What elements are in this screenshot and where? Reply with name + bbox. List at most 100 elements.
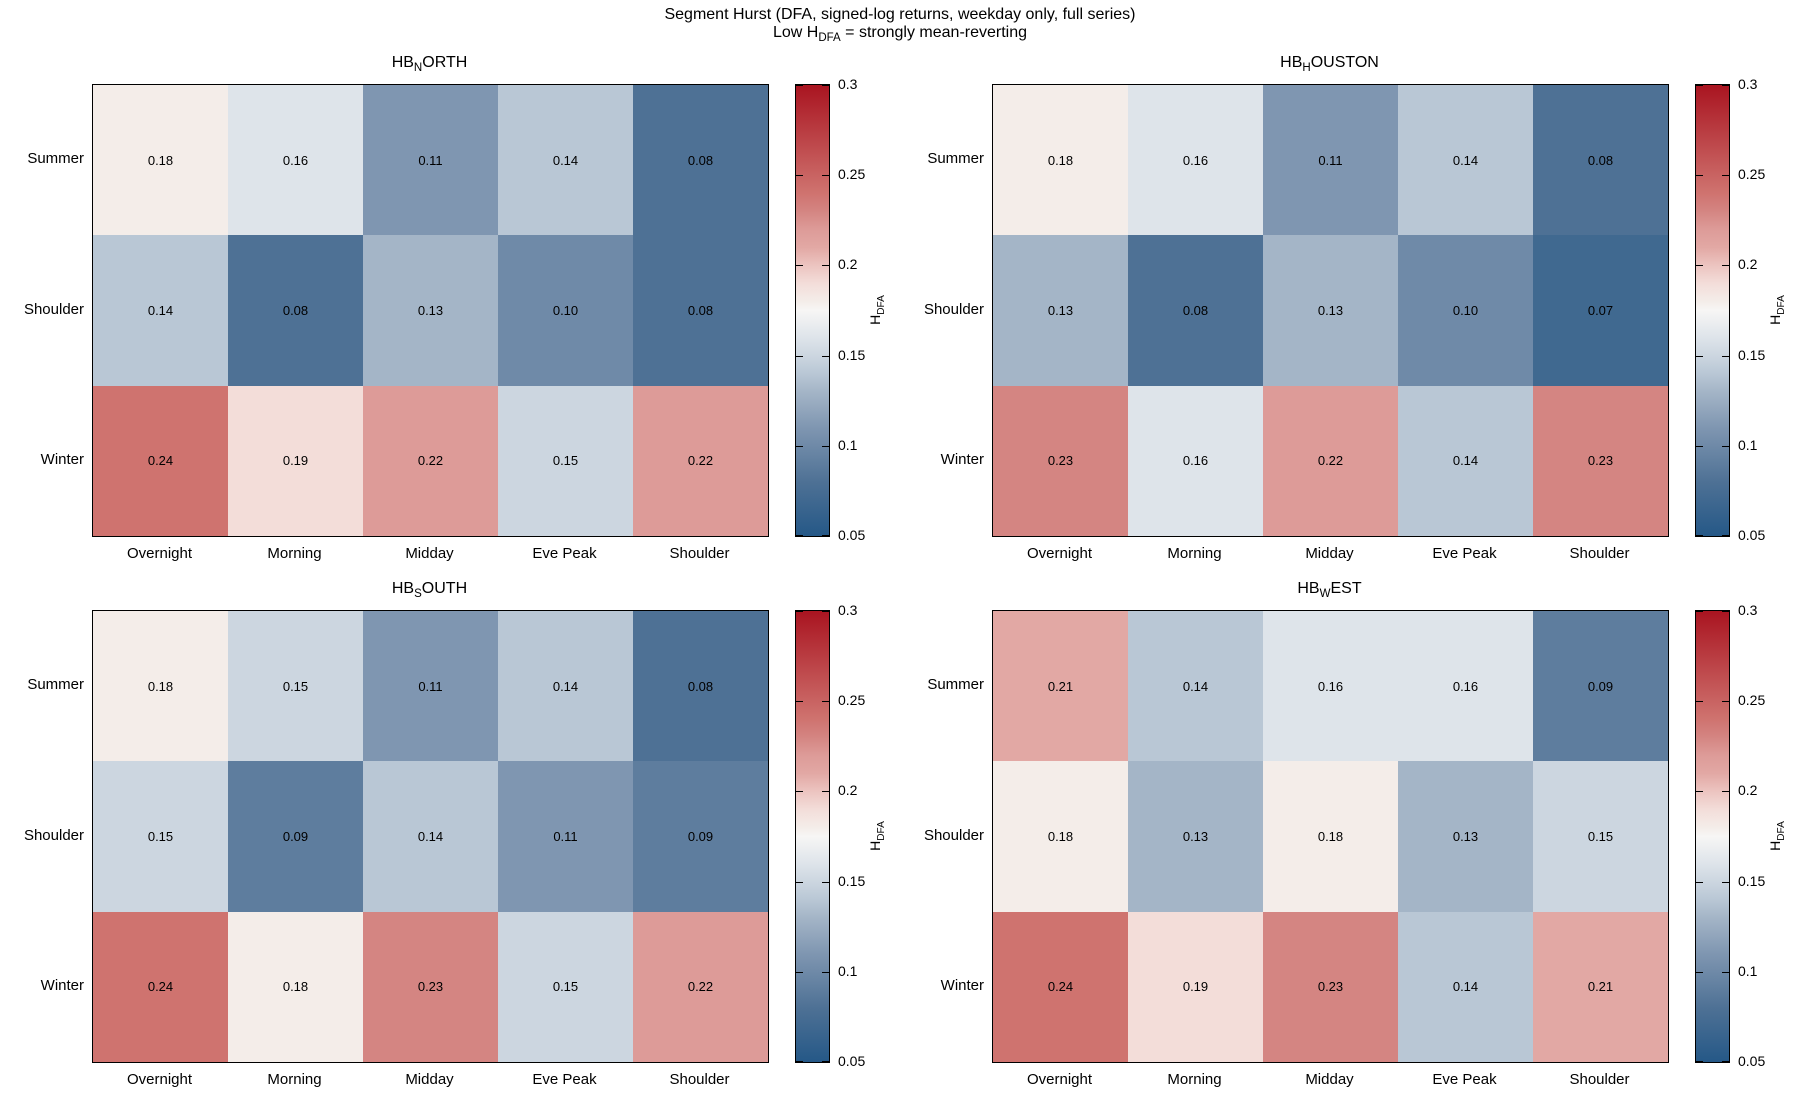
heatmap-cell: 0.13 (1398, 761, 1533, 912)
colorbar-tick-label: 0.1 (838, 436, 858, 453)
x-axis-label-morning: Morning (1167, 545, 1222, 562)
colorbar-tick (796, 611, 803, 612)
heatmap-cell: 0.18 (93, 85, 228, 236)
heatmap-cell: 0.11 (363, 611, 498, 762)
figure-title: Segment Hurst (DFA, signed-log returns, … (664, 6, 1136, 23)
y-axis-label-summer: Summer (27, 676, 84, 694)
cell-value: 0.09 (282, 828, 309, 844)
colorbar-tick-label: 0.05 (838, 1053, 866, 1069)
colorbar-tick (1696, 445, 1703, 447)
x-axis-label-eve-peak: Eve Peak (1432, 1071, 1497, 1088)
heatmap-cell: 0.08 (1533, 85, 1668, 236)
heatmap-cell: 0.15 (93, 761, 228, 912)
heatmap-cell: 0.22 (363, 385, 498, 536)
colorbar-tick (1696, 535, 1703, 536)
colorbar-tick-label: 0.2 (1738, 782, 1758, 799)
heatmap-cell: 0.22 (1263, 385, 1398, 536)
colorbar-tick (822, 701, 829, 703)
x-axis-label-midday: Midday (1305, 545, 1354, 562)
heatmap-cell: 0.18 (1263, 761, 1398, 912)
colorbar-tick (822, 355, 829, 357)
cell-value: 0.08 (687, 302, 714, 318)
y-axis-label-winter: Winter (40, 450, 84, 468)
cell-value: 0.18 (282, 979, 309, 995)
heatmap-panel-hb-north: HBNORTH 0.18 0.16 0.11 0.14 0.08 0.14 0.08 0.13 0… (0, 48, 900, 574)
x-axis-label-midday: Midday (405, 1071, 454, 1088)
subtitle-text-suffix: = strongly mean-reverting (840, 24, 1028, 41)
cell-value: 0.21 (1587, 979, 1614, 995)
y-axis-label-shoulder: Shoulder (923, 826, 984, 844)
heatmap-cell: 0.23 (363, 911, 498, 1062)
heatmap-plot-area: 0.18 0.15 0.11 0.14 0.08 0.15 0.09 0.14 0.11 0.09… (92, 610, 769, 1063)
heatmap-cell: 0.22 (633, 385, 768, 536)
heatmap-cell: 0.16 (1128, 85, 1263, 236)
cell-value: 0.07 (1587, 302, 1614, 318)
cell-value: 0.09 (1587, 678, 1614, 694)
colorbar-tick (1722, 881, 1729, 883)
cell-value: 0.14 (147, 302, 174, 318)
cell-value: 0.23 (1587, 453, 1614, 469)
heatmap-cell: 0.08 (633, 85, 768, 236)
heatmap-cell: 0.13 (363, 235, 498, 386)
x-axis-label-shoulder: Shoulder (669, 545, 730, 562)
cell-value: 0.13 (1452, 828, 1479, 844)
heatmap-cell: 0.09 (1533, 611, 1668, 762)
cell-value: 0.13 (1047, 302, 1074, 318)
colorbar-tick-label: 0.2 (838, 256, 858, 273)
cell-value: 0.14 (1452, 453, 1479, 469)
colorbar-tick-label: 0.05 (1738, 527, 1766, 543)
heatmap-cell: 0.09 (228, 761, 363, 912)
colorbar-tick (1722, 445, 1729, 447)
x-axis-label-midday: Midday (405, 545, 454, 562)
panel-title-hb-west: HBWEST (1297, 580, 1362, 601)
subtitle-subscript: DFA (818, 32, 841, 45)
colorbar-tick-label: 0.15 (838, 872, 866, 889)
colorbar-tick (1696, 1061, 1703, 1062)
colorbar (1695, 84, 1730, 537)
heatmap-cell: 0.16 (1263, 611, 1398, 762)
heatmap-cell: 0.24 (93, 911, 228, 1062)
cell-value: 0.15 (147, 828, 174, 844)
heatmap-cell: 0.16 (228, 85, 363, 236)
colorbar-tick (822, 85, 829, 86)
x-axis-label-shoulder: Shoulder (1569, 1071, 1630, 1088)
cell-value: 0.15 (1587, 828, 1614, 844)
cell-value: 0.08 (1587, 152, 1614, 168)
heatmap-cell: 0.15 (498, 911, 633, 1062)
colorbar-tick (1696, 175, 1703, 177)
cell-value: 0.22 (1317, 453, 1344, 469)
panel-title-hb-south: HBSOUTH (391, 580, 468, 601)
colorbar-axis-label: HDFA (867, 820, 887, 851)
y-axis-label-shoulder: Shoulder (923, 300, 984, 318)
colorbar-tick (796, 175, 803, 177)
heatmap-cell: 0.15 (1533, 761, 1668, 912)
cell-value: 0.15 (282, 678, 309, 694)
colorbar-tick (822, 175, 829, 177)
colorbar-tick (1696, 881, 1703, 883)
cell-value: 0.14 (552, 152, 579, 168)
cell-value: 0.08 (687, 678, 714, 694)
heatmap-cell: 0.10 (498, 235, 633, 386)
colorbar-tick-label: 0.3 (838, 602, 858, 618)
heatmap-cell: 0.23 (1533, 385, 1668, 536)
heatmap-cell: 0.16 (1398, 611, 1533, 762)
heatmap-cell: 0.09 (633, 761, 768, 912)
y-axis-label-winter: Winter (940, 450, 984, 468)
heatmap-cell: 0.08 (633, 235, 768, 386)
colorbar-tick (1722, 175, 1729, 177)
cell-value: 0.11 (418, 678, 443, 694)
cell-value: 0.14 (1182, 678, 1209, 694)
y-axis-label-winter: Winter (40, 976, 84, 994)
colorbar-tick (1722, 535, 1729, 536)
cell-value: 0.11 (553, 828, 578, 844)
heatmap-cell: 0.19 (228, 385, 363, 536)
cell-value: 0.16 (1317, 678, 1344, 694)
heatmap-cell: 0.11 (498, 761, 633, 912)
cell-value: 0.23 (1047, 453, 1074, 469)
colorbar-tick (796, 445, 803, 447)
x-axis-label-morning: Morning (267, 1071, 322, 1088)
colorbar-tick-label: 0.3 (838, 76, 858, 92)
cell-value: 0.08 (687, 152, 714, 168)
heatmap-cell: 0.13 (1263, 235, 1398, 386)
